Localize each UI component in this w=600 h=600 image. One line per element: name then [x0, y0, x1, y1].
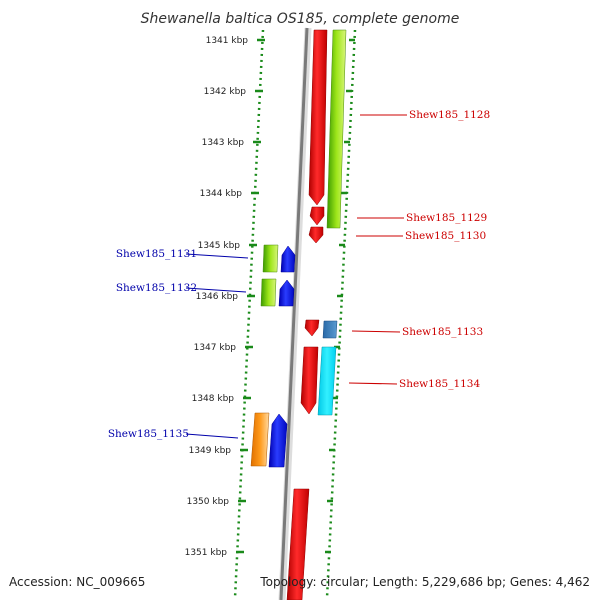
tick-label: 1344 kbp — [200, 189, 243, 199]
gene-label-shew185-1128[interactable]: Shew185_1128 — [409, 109, 490, 121]
gene-arrow-forward[interactable] — [309, 206, 325, 226]
tick-label: 1346 kbp — [196, 292, 239, 302]
gene-label-shew185-1130[interactable]: Shew185_1130 — [405, 230, 486, 242]
tick-label: 1341 kbp — [206, 36, 249, 46]
accession-text: Accession: NC_009665 — [9, 575, 145, 589]
gene-block-green[interactable] — [326, 29, 347, 229]
tick-label: 1343 kbp — [202, 138, 245, 148]
tick-label: 1345 kbp — [198, 241, 241, 251]
gene-arrow-forward[interactable] — [308, 226, 324, 244]
scale-axis: 1341 kbp 1342 kbp 1343 kbp 1344 kbp 1345… — [185, 36, 265, 558]
gene-label-shew185-1133[interactable]: Shew185_1133 — [402, 326, 483, 338]
gene-label-shew185-1131[interactable]: Shew185_1131 — [116, 248, 197, 260]
gene-arrow-reverse[interactable] — [278, 279, 295, 307]
left-track-boundary — [233, 29, 265, 599]
gene-block-orange[interactable] — [250, 412, 270, 467]
gene-label-shew185-1134[interactable]: Shew185_1134 — [399, 378, 480, 390]
gene-arrow-forward[interactable] — [308, 29, 328, 206]
tick-label: 1342 kbp — [204, 87, 247, 97]
label-leader-line — [185, 287, 247, 293]
tick-label: 1350 kbp — [187, 497, 230, 507]
gene-label-shew185-1135[interactable]: Shew185_1135 — [108, 428, 189, 440]
gene-block-green[interactable] — [262, 244, 279, 273]
label-leader-line — [348, 382, 398, 385]
gene-arrow-forward[interactable] — [300, 346, 319, 415]
gene-arrow-reverse[interactable] — [280, 245, 296, 273]
gene-arrow-reverse[interactable] — [268, 413, 288, 468]
genome-backbone — [279, 27, 309, 600]
tick-label: 1348 kbp — [192, 394, 235, 404]
tick-label: 1351 kbp — [185, 548, 228, 558]
gene-label-shew185-1132[interactable]: Shew185_1132 — [116, 282, 197, 294]
label-leader-line — [351, 330, 401, 333]
gene-block-cyan[interactable] — [317, 346, 337, 416]
gene-block-green[interactable] — [260, 278, 277, 307]
label-leader-line — [185, 433, 239, 439]
topology-text: Topology: circular; Length: 5,229,686 bp… — [259, 575, 590, 589]
tick-label: 1349 kbp — [189, 446, 232, 456]
tick-label: 1347 kbp — [194, 343, 237, 353]
gene-arrow-forward[interactable] — [304, 319, 320, 337]
gene-arrow-forward[interactable] — [286, 488, 310, 600]
label-leader-line — [185, 253, 249, 259]
gene-block-steel[interactable] — [322, 320, 338, 339]
gene-label-shew185-1129[interactable]: Shew185_1129 — [406, 212, 487, 224]
genome-title: Shewanella baltica OS185, complete genom… — [141, 11, 460, 27]
